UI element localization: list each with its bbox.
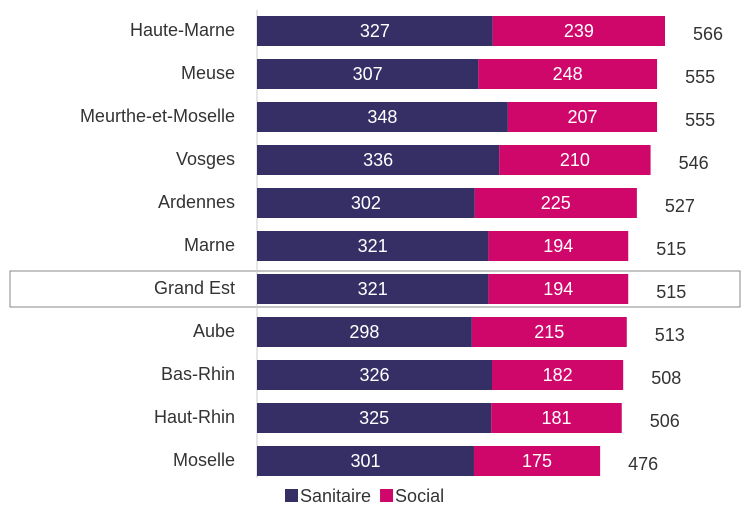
total-label: 555	[685, 67, 715, 87]
bar-segment	[257, 16, 493, 46]
value-label: 207	[567, 107, 597, 127]
value-label: 327	[360, 21, 390, 41]
category-label: Haute-Marne	[130, 20, 235, 40]
value-label: 175	[522, 451, 552, 471]
bar-segment	[471, 317, 627, 347]
category-label: Ardennes	[158, 192, 235, 212]
total-label: 515	[656, 239, 686, 259]
total-label: 508	[651, 368, 681, 388]
total-label: 566	[693, 24, 723, 44]
bar-segment	[257, 317, 472, 347]
value-label: 307	[353, 64, 383, 84]
value-label: 225	[541, 193, 571, 213]
value-label: 321	[358, 236, 388, 256]
value-label: 210	[560, 150, 590, 170]
category-label: Aube	[193, 321, 235, 341]
bar-segment	[257, 446, 474, 476]
category-label: Marne	[184, 235, 235, 255]
total-label: 555	[685, 110, 715, 130]
legend-swatch	[285, 489, 298, 502]
total-label: 506	[650, 411, 680, 431]
category-label: Haut-Rhin	[154, 407, 235, 427]
bar-segment	[488, 274, 629, 304]
legend-label: Social	[395, 486, 444, 506]
total-label: 515	[656, 282, 686, 302]
category-label: Meurthe-et-Moselle	[80, 106, 235, 126]
value-label: 215	[534, 322, 564, 342]
category-label: Bas-Rhin	[161, 364, 235, 384]
bar-segment	[257, 231, 489, 261]
value-label: 325	[359, 408, 389, 428]
bar-segment	[492, 16, 665, 46]
bar-segment	[257, 102, 508, 132]
total-label: 527	[665, 196, 695, 216]
bar-segment	[478, 59, 658, 89]
bar-segment	[257, 360, 492, 390]
value-label: 181	[541, 408, 571, 428]
bar-segment	[257, 59, 479, 89]
total-label: 513	[655, 325, 685, 345]
bar-segment	[491, 360, 624, 390]
value-label: 194	[543, 236, 573, 256]
value-label: 326	[359, 365, 389, 385]
legend-swatch	[380, 489, 394, 502]
bar-segment	[491, 403, 622, 433]
category-label: Meuse	[181, 63, 235, 83]
bar-segment	[488, 231, 629, 261]
category-label: Vosges	[176, 149, 235, 169]
bar-segment	[507, 102, 658, 132]
value-label: 321	[358, 279, 388, 299]
bar-segment	[499, 145, 651, 175]
value-label: 239	[564, 21, 594, 41]
value-label: 301	[350, 451, 380, 471]
value-label: 302	[351, 193, 381, 213]
value-label: 348	[367, 107, 397, 127]
bar-segment	[473, 446, 601, 476]
category-label: Moselle	[173, 450, 235, 470]
total-label: 476	[628, 454, 658, 474]
bar-segment	[257, 274, 489, 304]
legend-label: Sanitaire	[300, 486, 371, 506]
bar-segment	[257, 145, 500, 175]
bar-segment	[474, 188, 637, 218]
total-label: 546	[679, 153, 709, 173]
value-label: 336	[363, 150, 393, 170]
value-label: 182	[543, 365, 573, 385]
value-label: 194	[543, 279, 573, 299]
category-label: Grand Est	[154, 278, 235, 298]
value-label: 298	[349, 322, 379, 342]
highlight-box	[9, 270, 741, 308]
bar-segment	[257, 188, 475, 218]
value-label: 248	[553, 64, 583, 84]
bar-segment	[257, 403, 492, 433]
